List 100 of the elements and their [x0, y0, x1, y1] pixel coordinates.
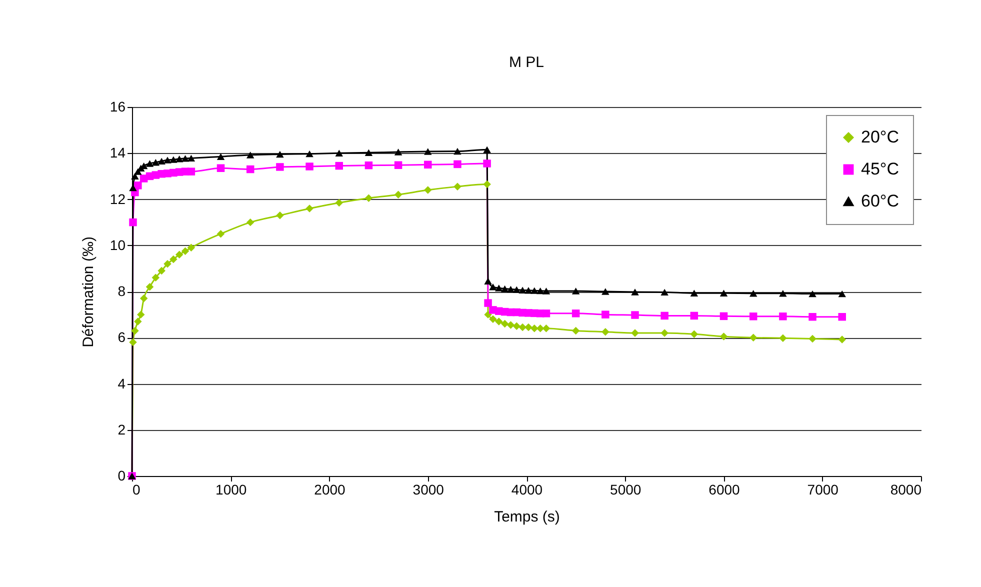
- point: [484, 278, 492, 284]
- y-axis-title: Déformation (‰): [80, 236, 97, 348]
- point: [484, 299, 492, 307]
- point: [394, 190, 402, 199]
- point: [170, 255, 178, 264]
- x-tick-label: 8000: [890, 482, 922, 498]
- x-tick-label: 0: [132, 482, 140, 498]
- legend-label: 20°C: [861, 128, 899, 146]
- point: [140, 294, 148, 302]
- point: [631, 311, 639, 319]
- x-tick-label: 7000: [807, 482, 839, 498]
- point: [749, 290, 758, 297]
- point: [483, 180, 491, 188]
- point: [690, 312, 698, 320]
- point: [134, 318, 142, 326]
- point: [424, 160, 432, 169]
- point: [134, 182, 142, 190]
- point: [572, 288, 580, 294]
- point: [483, 160, 491, 168]
- point: [524, 286, 532, 294]
- point: [489, 315, 497, 324]
- point: [631, 288, 639, 296]
- point: [518, 323, 526, 332]
- point: [164, 260, 172, 268]
- point: [152, 274, 160, 282]
- point: [631, 329, 639, 337]
- point: [306, 204, 314, 212]
- point: [500, 285, 509, 292]
- point: [779, 312, 787, 320]
- point: [518, 286, 526, 294]
- point: [512, 322, 521, 330]
- x-tick-label: 6000: [708, 482, 740, 498]
- x-tick-label: 3000: [412, 482, 444, 498]
- point: [602, 310, 610, 318]
- point: [495, 318, 503, 326]
- point: [424, 148, 432, 155]
- point: [720, 332, 728, 340]
- point: [187, 154, 196, 162]
- y-tick-label: 10: [110, 236, 126, 253]
- point: [246, 218, 254, 226]
- point: [246, 152, 254, 158]
- point: [306, 162, 314, 170]
- point: [364, 149, 373, 156]
- point: [495, 284, 503, 292]
- point: [779, 290, 787, 297]
- point: [187, 244, 196, 252]
- point: [506, 321, 515, 329]
- point: [530, 324, 538, 332]
- point: [394, 148, 402, 156]
- point: [572, 326, 580, 335]
- point: [306, 150, 314, 158]
- y-tick-label: 2: [118, 421, 126, 438]
- point: [838, 290, 846, 298]
- x-tick-label: 2000: [314, 482, 346, 498]
- point: [364, 194, 373, 202]
- y-tick-label: 14: [110, 144, 126, 161]
- point: [838, 336, 846, 344]
- point: [424, 186, 432, 194]
- point: [454, 148, 462, 155]
- point: [808, 312, 816, 321]
- point: [500, 320, 509, 328]
- point: [146, 283, 154, 291]
- point: [146, 160, 154, 167]
- point: [394, 161, 402, 169]
- y-tick-label: 12: [110, 190, 126, 207]
- point: [454, 182, 462, 190]
- point: [779, 334, 787, 342]
- point: [749, 334, 758, 342]
- chart-title: M PL: [508, 54, 544, 71]
- point: [536, 287, 544, 294]
- legend-label: 60°C: [861, 192, 899, 210]
- point: [660, 288, 668, 296]
- point: [542, 324, 550, 332]
- point: [181, 247, 190, 256]
- y-tick-label: 0: [118, 468, 126, 484]
- point: [602, 288, 610, 295]
- y-tick-label: 6: [118, 329, 126, 346]
- point: [572, 310, 580, 318]
- point: [131, 326, 139, 335]
- point: [660, 312, 668, 320]
- point: [512, 286, 521, 294]
- point: [158, 158, 166, 165]
- point: [216, 164, 225, 172]
- point: [216, 230, 225, 238]
- x-tick-label: 4000: [511, 482, 543, 498]
- point: [181, 155, 190, 162]
- point: [602, 328, 610, 336]
- x-axis-title: Temps (s): [494, 508, 560, 526]
- point: [808, 334, 816, 343]
- x-tick-label: 5000: [610, 482, 642, 498]
- point: [175, 250, 184, 258]
- legend-label: 45°C: [861, 160, 899, 178]
- x-tick-label: 1000: [216, 482, 247, 498]
- point: [524, 323, 532, 332]
- point: [276, 150, 284, 158]
- point: [152, 158, 160, 166]
- point: [720, 290, 728, 296]
- point: [838, 312, 846, 321]
- point: [454, 160, 462, 168]
- point: [246, 165, 254, 174]
